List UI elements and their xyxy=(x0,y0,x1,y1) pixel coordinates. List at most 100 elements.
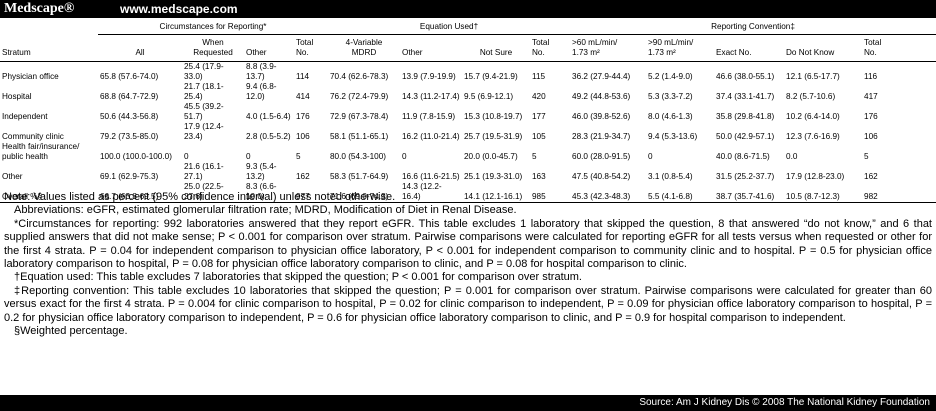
column-header-line: Other xyxy=(246,48,267,57)
top-bar: Medscape® www.medscape.com xyxy=(0,0,936,18)
value-cell: 0 xyxy=(246,152,251,161)
value-cell: 106 xyxy=(296,132,310,141)
value-cell: 0 xyxy=(648,152,653,161)
value-cell: 36.2 (27.9-44.4) xyxy=(572,72,631,81)
value-cell: 11.9 (7.8-15.9) xyxy=(402,112,456,121)
column-header: When Requested xyxy=(182,35,244,62)
note: §Weighted percentage. xyxy=(14,325,128,338)
column-header-line: >90 mL/min/ xyxy=(648,38,694,47)
column-header: All xyxy=(98,35,182,62)
value-cell: 37.4 (33.1-41.7) xyxy=(716,92,775,101)
value-cell: 162 xyxy=(296,172,310,181)
value-cell: 8.0 (4.6-1.3) xyxy=(648,112,693,121)
column-header-line: Total xyxy=(296,38,314,47)
column-header: Other xyxy=(400,35,462,62)
value-cell: 176 xyxy=(296,112,310,121)
value-cell: 5.2 (1.4-9.0) xyxy=(648,72,693,81)
value-cell: 105 xyxy=(532,132,546,141)
value-cell: 5 xyxy=(864,152,869,161)
value-cell: 45.3 (42.3-48.3) xyxy=(572,192,631,201)
value-cell: 25.0 (22.5-27.6) xyxy=(184,182,224,201)
value-cell: 28.3 (21.9-34.7) xyxy=(572,132,631,141)
column-header-line: No. xyxy=(864,48,877,57)
value-cell: 49.2 (44.8-53.6) xyxy=(572,92,631,101)
value-cell: 40.0 (8.6-71.5) xyxy=(716,152,770,161)
value-cell: 417 xyxy=(864,92,878,101)
column-header: Total No. xyxy=(530,35,570,62)
value-cell: 162 xyxy=(864,172,878,181)
note: †Equation used: This table excludes 7 la… xyxy=(14,271,582,284)
note: *Circumstances for reporting: 992 labora… xyxy=(4,217,932,271)
value-cell: 5 xyxy=(296,152,301,161)
column-header: >90 mL/min/1.73 m² xyxy=(646,35,714,62)
blank-cell xyxy=(0,22,98,35)
table-row: Health fair/insurance/ public health 100.… xyxy=(0,142,936,162)
value-cell: 420 xyxy=(532,92,546,101)
value-cell: 15.3 (10.8-19.7) xyxy=(464,112,523,121)
value-cell: 176 xyxy=(864,112,878,121)
column-header-line: >60 mL/min/ xyxy=(572,38,618,47)
stratum-cell: Community clinic xyxy=(2,132,64,141)
value-cell: 5 xyxy=(532,152,537,161)
column-header: Do Not Know xyxy=(784,35,862,62)
column-header-line: Not Sure xyxy=(479,48,513,57)
subheader-row: Stratum All When Requested Other Total No. 4-Va… xyxy=(0,35,936,62)
value-cell: 70.4 (62.6-78.3) xyxy=(330,72,389,81)
value-cell: 60.0 (28.0-91.5) xyxy=(572,152,631,161)
table-row: Other 69.1 (62.9-75.3) 21.6 (16.1-27.1) 9.3… xyxy=(0,162,936,182)
column-header-line: Requested xyxy=(193,48,233,57)
column-header: Not Sure xyxy=(462,35,530,62)
column-header-line: All xyxy=(135,48,145,57)
column-header-line: When xyxy=(202,38,224,47)
value-cell: 16.2 (11.0-21.4) xyxy=(402,132,460,141)
value-cell: 31.5 (25.2-37.7) xyxy=(716,172,775,181)
table-row: Physician office 65.8 (57.6-74.0) 25.4 (17… xyxy=(0,62,936,83)
footer-bar: Source: Am J Kidney Dis © 2008 The Natio… xyxy=(0,395,936,411)
column-header-line: 4-Variable xyxy=(345,38,383,47)
value-cell: 69.1 (62.9-75.3) xyxy=(100,172,159,181)
value-cell: 0 xyxy=(402,152,407,161)
value-cell: 38.7 (35.7-41.6) xyxy=(716,192,775,201)
value-cell: 71.6 (69.0-74.3) xyxy=(330,192,389,201)
stratum-cell: Physician office xyxy=(2,72,59,81)
data-table: Circumstances for Reporting* Equation Use… xyxy=(0,22,936,203)
column-header-line: Exact No. xyxy=(716,48,752,57)
value-cell: 114 xyxy=(296,72,310,81)
stratum-cell: Other xyxy=(2,172,23,181)
value-cell: 68.8 (64.7-72.9) xyxy=(100,92,159,101)
value-cell: 50.6 (44.3-56.8) xyxy=(100,112,159,121)
value-cell: 9.4 (6.8-12.0) xyxy=(246,82,277,101)
value-cell: 14.3 (11.2-17.4) xyxy=(402,92,460,101)
stratum-cell: Overall %§ xyxy=(2,192,43,201)
column-header-line: Total xyxy=(532,38,550,47)
value-cell: 50.0 (42.9-57.1) xyxy=(716,132,775,141)
value-cell: 12.1 (6.5-17.7) xyxy=(786,72,840,81)
value-cell: 16.6 (11.6-21.5) xyxy=(402,172,460,181)
value-cell: 21.7 (18.1-25.4) xyxy=(184,82,224,101)
value-cell: 12.3 (7.6-16.9) xyxy=(786,132,840,141)
value-cell: 25.7 (19.5-31.9) xyxy=(464,132,523,141)
notes: Note: Values listed as percent (95% conf… xyxy=(4,191,932,338)
value-cell: 9.4 (5.3-13.6) xyxy=(648,132,698,141)
column-header-line: Total xyxy=(864,38,882,47)
value-cell: 17.9 (12.4-23.4) xyxy=(184,122,224,141)
value-cell: 3.1 (0.8-5.4) xyxy=(648,172,693,181)
value-cell: 45.5 (39.2-51.7) xyxy=(184,102,224,121)
value-cell: 9.5 (6.9-12.1) xyxy=(464,92,514,101)
column-header-line: MDRD xyxy=(351,48,377,57)
value-cell: 414 xyxy=(296,92,310,101)
table-row: Community clinic 79.2 (73.5-85.0) 17.9 (12… xyxy=(0,122,936,142)
value-cell: 21.6 (16.1-27.1) xyxy=(184,162,224,181)
value-cell: 20.0 (0.0-45.7) xyxy=(464,152,518,161)
group-row: Circumstances for Reporting* Equation Use… xyxy=(0,22,936,35)
value-cell: 76.2 (72.4-79.9) xyxy=(330,92,389,101)
value-cell: 13.9 (7.9-19.9) xyxy=(402,72,456,81)
column-header: >60 mL/min/1.73 m² xyxy=(570,35,646,62)
column-header-line: Do Not Know xyxy=(786,48,835,57)
value-cell: 79.2 (73.5-85.0) xyxy=(100,132,159,141)
value-cell: 8.3 (6.6-10.0) xyxy=(246,182,277,201)
value-cell: 58.1 (51.1-65.1) xyxy=(330,132,389,141)
group-header: Equation Used† xyxy=(328,22,571,35)
value-cell: 72.9 (67.3-78.4) xyxy=(330,112,389,121)
